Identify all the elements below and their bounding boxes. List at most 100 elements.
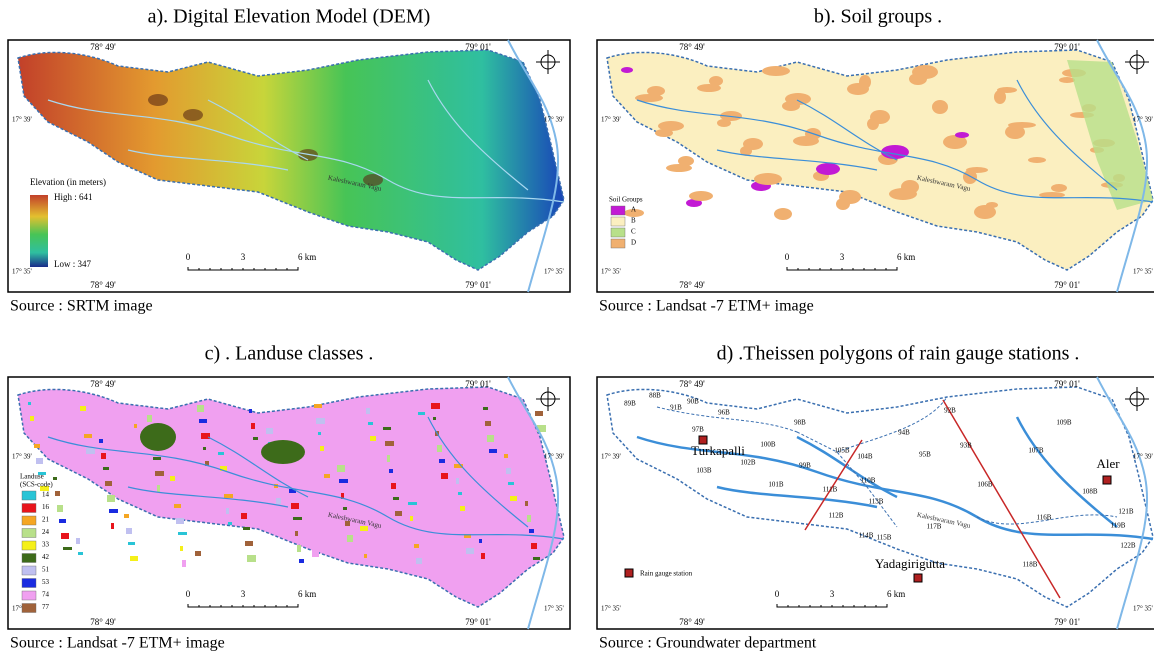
legend-swatch <box>22 516 36 525</box>
landuse-patch <box>460 506 465 511</box>
landuse-patch <box>276 498 281 504</box>
soil-patch <box>912 65 938 79</box>
landuse-patch <box>314 404 322 408</box>
soil-patch <box>689 191 713 201</box>
latitude-label: 17° 35' <box>12 268 32 276</box>
scale-label: 6 km <box>298 252 316 262</box>
landuse-patch <box>247 555 256 562</box>
landuse-patch <box>199 419 207 423</box>
legend-label: 53 <box>42 578 50 586</box>
polygon-label: 98B <box>794 419 806 427</box>
longitude-label: 79° 01' <box>1054 379 1080 389</box>
map-panel: Kaleshwaram Vagu78° 49'79° 01'78° 49'79°… <box>8 377 570 629</box>
relief <box>183 109 203 121</box>
landuse-patch <box>389 469 393 473</box>
polygon-label: 102B <box>740 459 756 467</box>
landuse-patch <box>201 433 210 439</box>
panel-source: Source : Landsat -7 ETM+ image <box>10 635 225 652</box>
soil-patch <box>647 86 665 96</box>
polygon-label: 96B <box>718 409 730 417</box>
legend-label: 24 <box>42 528 50 536</box>
legend-swatch <box>22 541 36 550</box>
landuse-patch <box>362 540 371 547</box>
legend-swatch <box>22 566 36 575</box>
legend-swatch <box>22 554 36 563</box>
landuse-patch <box>178 532 187 535</box>
soil-patch <box>785 93 811 105</box>
latitude-label: 17° 35' <box>601 268 621 276</box>
landuse-patch <box>391 483 396 489</box>
landuse-patch <box>76 538 80 544</box>
scale-label: 0 <box>186 252 191 262</box>
soil-patch <box>743 138 763 150</box>
landuse-patch <box>82 420 89 427</box>
legend-swatch <box>22 529 36 538</box>
landuse-patch <box>322 460 327 467</box>
landuse-patch <box>170 476 175 481</box>
legend-label: 51 <box>42 566 50 574</box>
scale-label: 0 <box>785 252 790 262</box>
polygon-label: 112B <box>829 512 844 520</box>
landuse-patch <box>343 507 347 510</box>
latitude-label: 17° 39' <box>12 453 32 461</box>
landuse-patch <box>291 503 299 509</box>
panel-title: a). Digital Elevation Model (DEM) <box>148 6 431 28</box>
polygon-label: 114B <box>859 532 874 540</box>
longitude-label: 78° 49' <box>90 379 116 389</box>
landuse-patch <box>410 516 413 521</box>
longitude-label: 78° 49' <box>90 280 116 290</box>
polygon-label: 108B <box>1082 488 1098 496</box>
longitude-label: 79° 01' <box>465 617 491 627</box>
legend-title: Soil Groups <box>609 196 643 204</box>
landuse-patch <box>253 437 258 440</box>
landuse-patch <box>479 539 482 543</box>
polygon-label: 115B <box>877 534 892 542</box>
landuse-patch <box>506 468 511 474</box>
landuse-patch <box>485 421 491 426</box>
landuse-patch <box>155 471 164 476</box>
scale-label: 6 km <box>887 589 905 599</box>
latitude-label: 17° 39' <box>12 116 32 124</box>
landuse-patch <box>418 412 425 415</box>
soil-patch <box>870 110 890 124</box>
latitude-label: 17° 35' <box>544 605 564 613</box>
landuse-patch <box>433 417 436 420</box>
legend-label: 42 <box>42 553 50 561</box>
polygon-label: 117B <box>927 523 942 531</box>
scale-label: 3 <box>830 589 835 599</box>
landuse-patch <box>431 403 440 409</box>
landuse-patch <box>153 457 161 460</box>
landuse-patch <box>316 418 325 424</box>
relief <box>148 94 168 106</box>
landuse-patch <box>107 495 115 502</box>
landuse-patch <box>182 560 186 567</box>
landuse-patch <box>299 559 304 563</box>
latitude-label: 17° 39' <box>601 116 621 124</box>
landuse-patch <box>318 432 321 435</box>
legend-label: 74 <box>42 591 50 599</box>
station-name: Aler <box>1096 456 1120 471</box>
latitude-label: 17° 35' <box>1133 605 1153 613</box>
legend-label: D <box>631 239 636 247</box>
soil-patch <box>621 67 633 73</box>
latitude-label: 17° 39' <box>601 453 621 461</box>
landuse-patch <box>395 511 402 516</box>
landuse-patch <box>180 546 183 551</box>
landuse-patch <box>295 531 298 536</box>
landuse-patch <box>78 552 83 555</box>
scale-label: 3 <box>241 252 246 262</box>
legend-label: 14 <box>42 491 50 499</box>
polygon-label: 91B <box>670 404 682 412</box>
legend-title: Elevation (in meters) <box>30 177 106 187</box>
legend-label: B <box>631 217 636 225</box>
landuse-patch <box>86 448 95 454</box>
landuse-patch <box>412 530 416 537</box>
landuse-patch <box>462 520 468 527</box>
legend-swatch <box>22 579 36 588</box>
panel-title: c) . Landuse classes . <box>205 343 374 365</box>
legend-swatch <box>625 569 633 577</box>
landuse-patch <box>30 416 34 421</box>
landuse-patch <box>101 453 106 459</box>
landuse-patch <box>103 467 109 470</box>
